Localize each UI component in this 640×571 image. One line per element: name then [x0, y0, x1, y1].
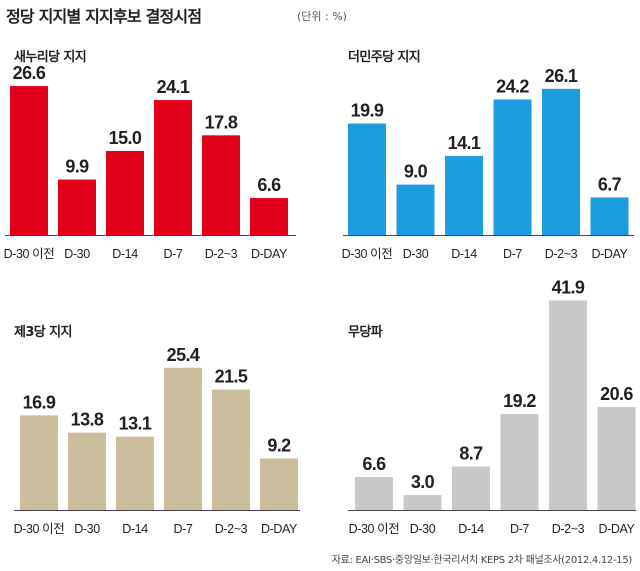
category-label-third-2: D-30 — [74, 522, 100, 536]
panel-title-third: 제3당 지지 — [14, 325, 72, 340]
chart-title: 정당 지지별 지지후보 결정시점 — [6, 7, 202, 26]
panel-title-independent: 무당파 — [348, 325, 383, 340]
bar-third-1 — [20, 415, 58, 510]
category-label-third-3: D-14 — [122, 522, 148, 536]
category-label-saenuri-2: D-30 — [64, 247, 90, 261]
bar-minjoo-3 — [445, 156, 483, 235]
bar-saenuri-1 — [10, 86, 48, 235]
bar-independent-1 — [355, 477, 393, 510]
bar-independent-4 — [500, 414, 539, 510]
value-label-saenuri-3: 15.0 — [109, 128, 142, 148]
category-label-third-4: D-7 — [174, 522, 193, 536]
category-label-minjoo-2: D-30 — [403, 247, 429, 261]
bar-third-5 — [212, 389, 250, 510]
value-label-independent-6: 20.6 — [600, 384, 633, 404]
category-label-saenuri-6: D-DAY — [251, 247, 288, 261]
value-label-minjoo-5: 26.1 — [545, 66, 578, 86]
value-label-third-5: 21.5 — [215, 367, 248, 387]
value-label-saenuri-2: 9.9 — [65, 157, 89, 177]
category-label-minjoo-1: D-30 이전 — [342, 247, 393, 261]
value-label-saenuri-1: 26.6 — [13, 63, 46, 83]
category-label-minjoo-4: D-7 — [503, 247, 522, 261]
bar-minjoo-2 — [396, 184, 435, 235]
chart-panel-third: 16.9 D-30 이전 13.8 D-30 13.1 D-14 25.4 D-7 21.5 D-… — [14, 345, 300, 536]
bar-independent-2 — [403, 495, 442, 510]
category-label-independent-1: D-30 이전 — [349, 522, 400, 536]
category-label-third-6: D-DAY — [261, 522, 298, 536]
category-label-saenuri-5: D-2~3 — [205, 247, 238, 261]
value-label-minjoo-1: 19.9 — [351, 101, 384, 121]
chart-panel-minjoo: 19.9 D-30 이전 9.0 D-30 14.1 D-14 24.2 D-7 26.1 D-2… — [342, 66, 634, 261]
category-label-independent-5: D-2~3 — [552, 522, 585, 536]
bar-third-3 — [116, 436, 154, 510]
category-label-independent-3: D-14 — [458, 522, 484, 536]
category-label-independent-4: D-7 — [510, 522, 529, 536]
bar-independent-6 — [597, 407, 636, 510]
bar-minjoo-5 — [542, 88, 580, 235]
category-label-independent-2: D-30 — [410, 522, 436, 536]
panel-title-saenuri: 새누리당 지지 — [14, 50, 87, 65]
bar-saenuri-3 — [106, 151, 144, 235]
value-label-minjoo-3: 14.1 — [448, 133, 481, 153]
value-label-third-1: 16.9 — [23, 392, 56, 412]
bar-independent-3 — [452, 466, 490, 510]
unit-label: (단위 : %) — [297, 10, 347, 23]
category-label-third-5: D-2~3 — [215, 522, 248, 536]
bar-saenuri-5 — [202, 135, 240, 235]
category-label-independent-6: D-DAY — [599, 522, 636, 536]
value-label-saenuri-4: 24.1 — [157, 77, 190, 97]
category-label-minjoo-3: D-14 — [451, 247, 477, 261]
value-label-saenuri-6: 6.6 — [257, 175, 281, 195]
value-label-independent-1: 6.6 — [362, 454, 386, 474]
category-label-third-1: D-30 이전 — [14, 522, 65, 536]
value-label-minjoo-6: 6.7 — [598, 174, 622, 194]
bar-minjoo-4 — [493, 99, 532, 235]
category-label-saenuri-3: D-14 — [112, 247, 138, 261]
category-label-saenuri-1: D-30 이전 — [4, 247, 55, 261]
value-label-third-4: 25.4 — [167, 345, 200, 365]
value-label-independent-5: 41.9 — [552, 278, 585, 298]
value-label-independent-3: 8.7 — [459, 444, 483, 464]
value-label-independent-4: 19.2 — [503, 391, 536, 411]
bar-third-4 — [164, 367, 202, 510]
value-label-saenuri-5: 17.8 — [205, 112, 238, 132]
panel-title-minjoo: 더민주당 지지 — [348, 50, 421, 65]
category-label-minjoo-6: D-DAY — [592, 247, 629, 261]
source-note: 자료: EAI·SBS·중앙일보·한국리서치 KEPS 2차 패널조사(2012… — [331, 555, 633, 566]
bar-minjoo-6 — [590, 197, 629, 235]
chart-panel-independent: 6.6 D-30 이전 3.0 D-30 8.7 D-14 19.2 D-7 41.9 D-2~3… — [348, 278, 636, 536]
value-label-third-2: 13.8 — [71, 410, 104, 430]
bar-third-2 — [68, 432, 106, 510]
category-label-saenuri-4: D-7 — [164, 247, 183, 261]
value-label-minjoo-4: 24.2 — [496, 76, 529, 96]
bar-third-6 — [260, 458, 298, 510]
bar-saenuri-6 — [250, 198, 288, 235]
category-label-minjoo-5: D-2~3 — [545, 247, 578, 261]
bar-independent-5 — [549, 300, 587, 510]
value-label-third-6: 9.2 — [267, 435, 291, 455]
value-label-independent-2: 3.0 — [411, 472, 435, 492]
value-label-third-3: 13.1 — [119, 414, 152, 434]
bar-saenuri-4 — [154, 100, 192, 235]
bar-minjoo-1 — [348, 123, 386, 235]
bar-saenuri-2 — [58, 179, 96, 235]
value-label-minjoo-2: 9.0 — [404, 162, 428, 182]
chart-panel-saenuri: 26.6 D-30 이전 9.9 D-30 15.0 D-14 24.1 D-7 17.8 D-2… — [4, 63, 296, 261]
